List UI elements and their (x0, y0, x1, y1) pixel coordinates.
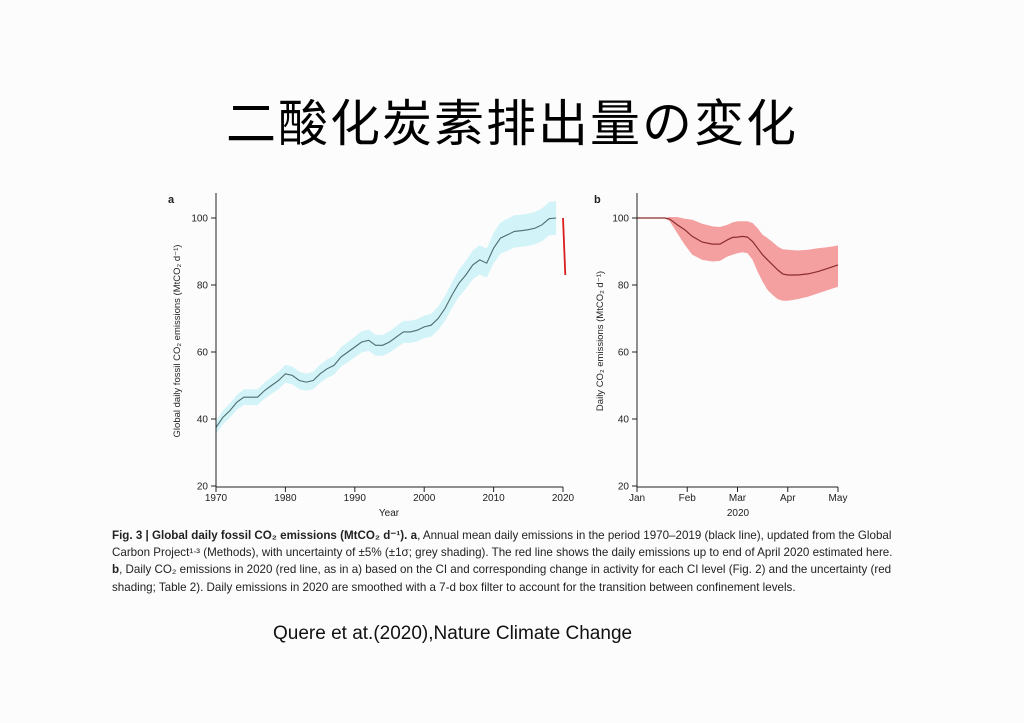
tick-label-x-b: Jan (629, 493, 645, 504)
chart-a-xlabel: Year (379, 508, 400, 519)
tick-label-x-b: Mar (729, 493, 747, 504)
tick-label-y-a: 100 (191, 214, 208, 225)
chart-a-ylabel: Global daily fossil CO₂ emissions (MtCO₂… (172, 245, 183, 438)
tick-label-y-a: 60 (197, 348, 209, 359)
caption-part-b-text: , Daily CO₂ emissions in 2020 (red line,… (112, 563, 892, 594)
chart-b-xlabel: 2020 (727, 508, 750, 519)
tick-label-x-a: 2000 (413, 493, 436, 504)
tick-label-x-b: Feb (679, 493, 697, 504)
tick-label-x-a: 1970 (205, 493, 228, 504)
caption-part-a-tag: a (410, 529, 418, 542)
caption-fig-label: Fig. 3 | Global daily fossil CO₂ emissio… (112, 529, 408, 542)
tick-label-x-a: 2020 (552, 493, 575, 504)
tick-label-x-a: 1990 (344, 493, 367, 504)
panel-b-label: b (594, 194, 601, 206)
figure-caption: Fig. 3 | Global daily fossil CO₂ emissio… (112, 527, 912, 596)
tick-label-y-b: 40 (618, 415, 630, 426)
tick-label-x-b: Apr (780, 493, 796, 504)
chart-b-ylabel: Daily CO₂ emissions (MtCO₂ d⁻¹) (595, 271, 606, 411)
tick-label-y-a: 20 (197, 482, 209, 493)
tick-label-x-a: 1980 (274, 493, 297, 504)
tick-label-y-b: 100 (612, 214, 629, 225)
tick-label-y-a: 40 (197, 415, 209, 426)
chart-a: 20 40 60 80 100 1970 1980 1990 2000 2010 2020 (191, 193, 575, 504)
series-line-daily-2020 (637, 217, 839, 276)
tick-label-y-b: 80 (618, 281, 630, 292)
caption-part-a-text: , Annual mean daily emissions in the per… (112, 529, 893, 560)
slide-title: 二酸化炭素排出量の変化 (226, 95, 798, 153)
tick-label-x-a: 2010 (482, 493, 505, 504)
tick-label-y-a: 80 (197, 281, 209, 292)
chart-b: 20 40 60 80 100 Jan Feb Mar Apr May (612, 193, 847, 504)
uncertainty-band-b (637, 217, 838, 301)
tick-label-y-b: 60 (618, 348, 630, 359)
panel-a-label: a (168, 194, 175, 206)
caption-part-b-tag: b (112, 563, 120, 577)
uncertainty-band-a (216, 201, 557, 434)
series-line-annual (215, 217, 557, 428)
series-line-2020-red (562, 217, 567, 276)
source-credit: Quere et at.(2020),Nature Climate Change (273, 623, 633, 644)
tick-label-y-b: 20 (618, 482, 630, 493)
tick-label-x-b: May (829, 493, 848, 504)
